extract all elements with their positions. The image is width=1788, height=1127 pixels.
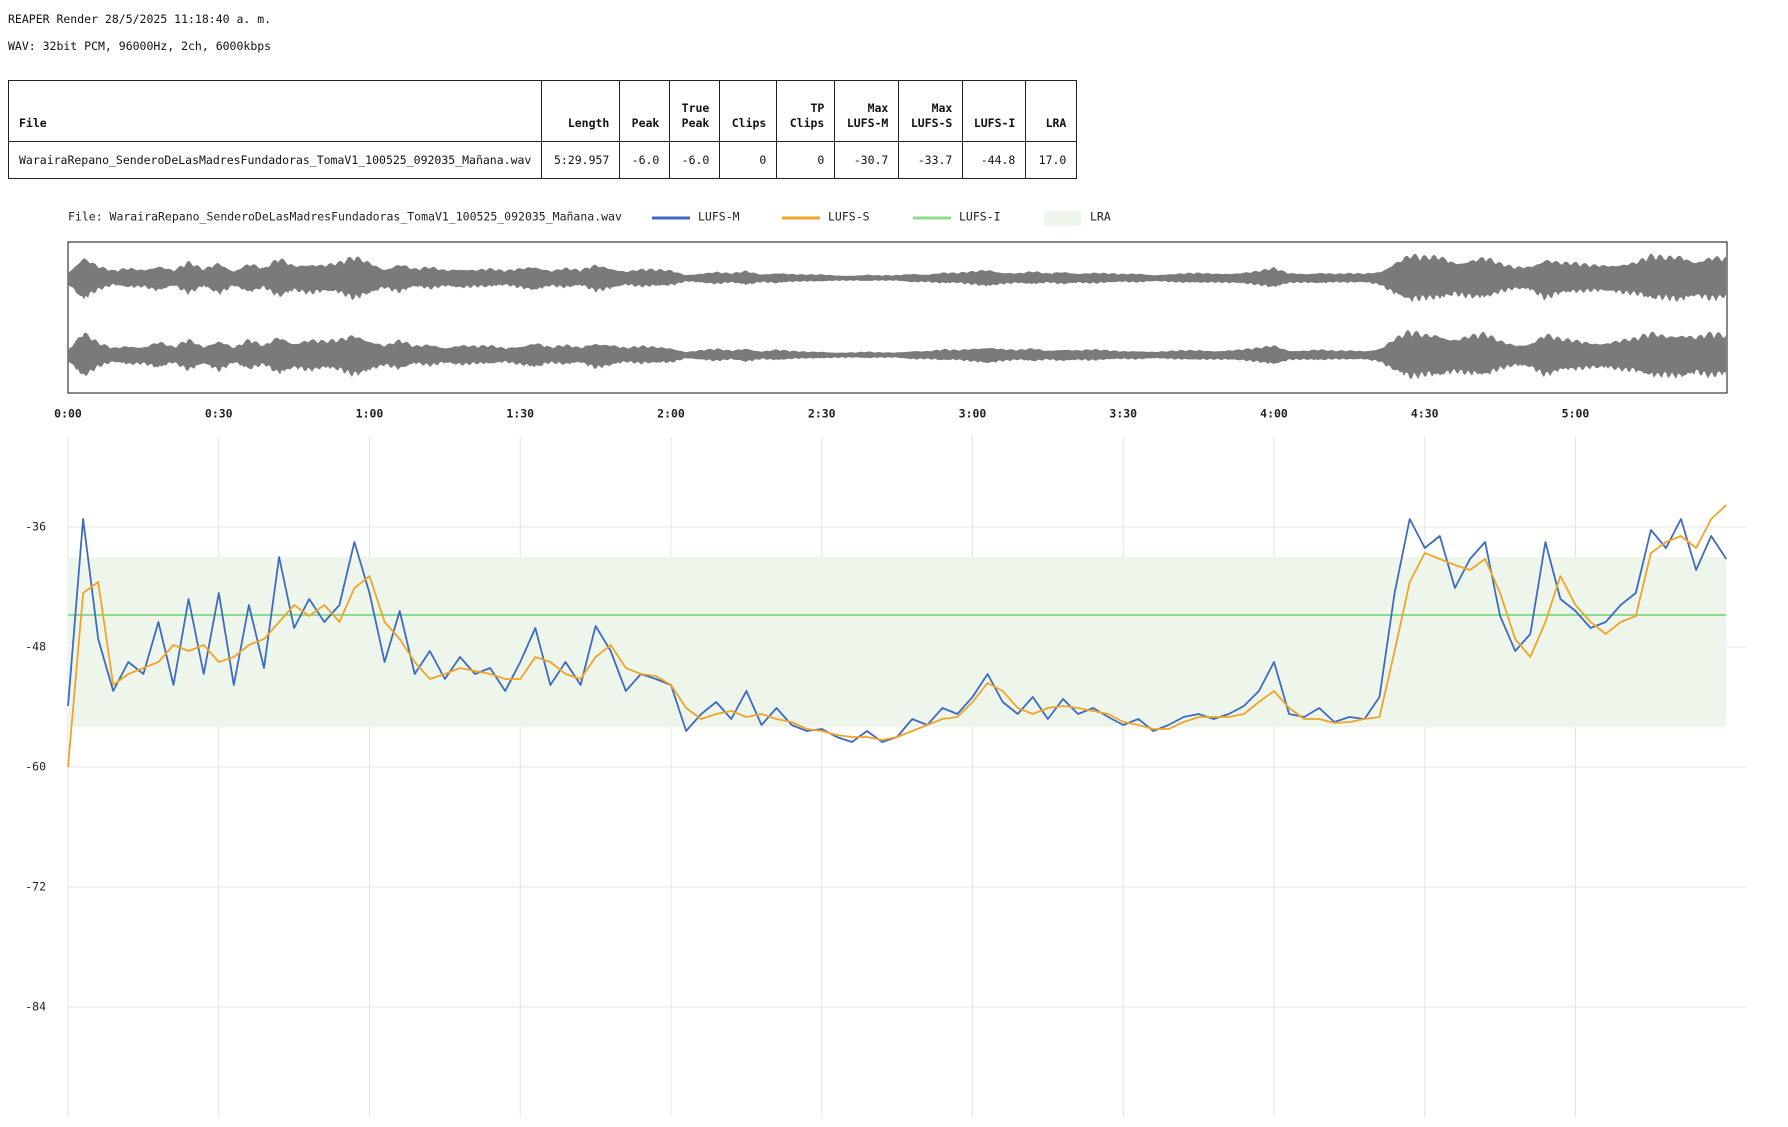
column-header: File — [7, 80, 543, 142]
render-title: REAPER Render 28/5/2025 11:18:40 a. m. — [8, 12, 272, 26]
y-tick-label: -48 — [25, 640, 46, 654]
y-tick-label: -84 — [25, 1000, 46, 1014]
cell: -44.8 — [962, 141, 1027, 179]
y-tick-label: -72 — [25, 880, 46, 894]
cell: 17.0 — [1025, 141, 1078, 179]
x-tick-label: 1:00 — [356, 407, 384, 421]
x-tick-label: 5:00 — [1562, 407, 1590, 421]
column-header: Max LUFS-M — [834, 80, 900, 142]
y-tick-label: -36 — [25, 520, 46, 534]
cell: -30.7 — [834, 141, 900, 179]
series-line — [67, 504, 1727, 768]
column-header: Clips — [719, 80, 778, 142]
render-format: WAV: 32bit PCM, 96000Hz, 2ch, 6000kbps — [8, 39, 272, 53]
x-tick-label: 1:30 — [506, 407, 534, 421]
y-tick-label: -60 — [25, 760, 46, 774]
column-header: LUFS-I — [962, 80, 1027, 142]
cell: 0 — [719, 141, 778, 179]
cell: -6.0 — [619, 141, 671, 179]
waveform-frame — [67, 241, 1728, 394]
x-tick-label: 4:30 — [1411, 407, 1439, 421]
stats-table: File Length Peak True Peak Clips TP Clip… — [7, 80, 1078, 179]
cell: WarairaRepano_SenderoDeLasMadresFundador… — [7, 141, 543, 179]
legend-label: LUFS-M — [698, 210, 740, 224]
legend-label: LUFS-S — [828, 210, 870, 224]
column-header: Peak — [619, 80, 671, 142]
legend-swatch — [1044, 211, 1081, 226]
x-tick-label: 3:00 — [959, 407, 987, 421]
column-header: Max LUFS-S — [898, 80, 964, 142]
column-header: TP Clips — [776, 80, 836, 142]
x-tick-label: 2:30 — [808, 407, 836, 421]
x-tick-label: 2:00 — [657, 407, 685, 421]
x-tick-label: 3:30 — [1109, 407, 1137, 421]
cell: 5:29.957 — [541, 141, 621, 179]
data-row: WarairaRepano_SenderoDeLasMadresFundador… — [7, 141, 1078, 179]
header-row: File Length Peak True Peak Clips TP Clip… — [7, 80, 1078, 142]
legend-label: LRA — [1090, 210, 1111, 224]
legend-title: File: WarairaRepano_SenderoDeLasMadresFu… — [68, 210, 622, 224]
cell: 0 — [776, 141, 836, 179]
waveform — [68, 253, 1726, 303]
legend-label: LUFS-I — [959, 210, 1001, 224]
cell: -33.7 — [898, 141, 964, 179]
x-tick-label: 4:00 — [1260, 407, 1288, 421]
lra-band — [68, 557, 1727, 727]
cell: -6.0 — [669, 141, 721, 179]
waveform — [68, 330, 1726, 380]
x-tick-label: 0:30 — [205, 407, 233, 421]
grid — [67, 437, 1747, 1117]
x-tick-label: 0:00 — [54, 407, 82, 421]
